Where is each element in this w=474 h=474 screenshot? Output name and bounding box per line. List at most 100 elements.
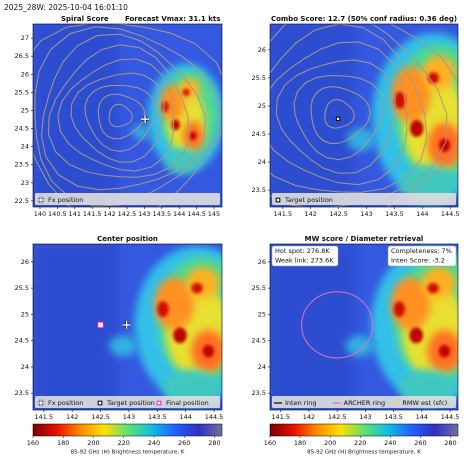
figure-header: 2025_28W: 2025-10-04 16:01:10 xyxy=(4,3,128,12)
y-tick-label: 26 xyxy=(258,258,266,266)
imagery xyxy=(270,244,458,410)
score-contour xyxy=(270,24,428,193)
x-tick-label: 143.5 xyxy=(152,210,171,218)
colorbar-tick-label: 220 xyxy=(354,439,366,447)
plot-frame xyxy=(32,243,223,411)
annotation-text: Inten Score: -3.2 xyxy=(391,257,445,265)
annotation-text: Completeness: 7% xyxy=(391,247,452,255)
score-contour xyxy=(293,75,385,161)
x-tick-label: 143 xyxy=(123,413,135,421)
x-tick-label: 142.5 xyxy=(328,413,347,421)
cloud-blob xyxy=(179,77,201,100)
x-tick-label: 140 xyxy=(34,210,46,218)
legend-label: Fx position xyxy=(48,196,83,204)
y-tick-label: 24.5 xyxy=(252,337,266,345)
y-tick-label: 25.5 xyxy=(15,88,29,96)
x-tick-label: 142 xyxy=(103,210,115,218)
colorbar-tick-label: 240 xyxy=(148,439,160,447)
annotation-text: Hot spot: 276.8K xyxy=(275,247,330,255)
colorbar-tick-label: 160 xyxy=(27,439,39,447)
cloud-blob xyxy=(157,301,169,318)
x-tick-label: 142 xyxy=(66,413,78,421)
x-tick-label: 141.5 xyxy=(34,413,53,421)
legend-symbol xyxy=(97,400,103,406)
y-tick-label: 23.5 xyxy=(252,389,266,397)
y-tick-label: 25.5 xyxy=(252,74,266,82)
cloud-blob xyxy=(394,91,406,109)
x-tick-label: 141.5 xyxy=(83,210,102,218)
cloud-blob xyxy=(410,119,424,137)
annotation-box xyxy=(387,245,457,267)
cloud-blob xyxy=(409,327,423,344)
x-tick-label: 144 xyxy=(416,210,428,218)
legend-box xyxy=(35,193,220,205)
legend-label: Inten ring xyxy=(285,399,317,407)
colorbar xyxy=(32,423,223,437)
x-tick-label: 145 xyxy=(208,210,220,218)
legend-symbol xyxy=(275,197,281,203)
cloud-blob xyxy=(421,267,456,299)
y-tick-label: 26.5 xyxy=(15,52,29,60)
x-tick-label: 143.5 xyxy=(384,413,403,421)
x-tick-label: 143 xyxy=(138,210,150,218)
y-tick-label: 24 xyxy=(21,363,29,371)
legend-box xyxy=(35,396,220,408)
square-marker xyxy=(97,321,104,329)
colorbar-label: 85-92 GHz (H) Brightness temperature, K xyxy=(307,450,421,456)
cloud-blob xyxy=(182,88,190,96)
cloud-blob xyxy=(427,72,440,84)
legend-symbol xyxy=(37,196,45,204)
imagery-bg-tone xyxy=(33,24,119,207)
panel-title: Spiral Score xyxy=(61,15,109,23)
annotation-text: Weak link: 273.6K xyxy=(275,257,334,265)
panel-title: MW score / Diameter retrieval xyxy=(305,235,424,243)
score-contour xyxy=(34,26,221,207)
plot-frame xyxy=(32,23,223,208)
cloud-blob xyxy=(422,55,456,90)
ring xyxy=(301,291,374,359)
annotation-box xyxy=(271,245,339,267)
y-tick-label: 25 xyxy=(21,106,29,114)
plot-frame xyxy=(269,23,459,208)
score-contour xyxy=(310,86,371,145)
colorbar-tick-label: 200 xyxy=(87,439,99,447)
colorbar xyxy=(269,423,459,437)
y-tick-label: 22.5 xyxy=(15,197,29,205)
cloud-blob xyxy=(202,344,215,358)
legend-box xyxy=(272,396,456,408)
x-tick-label: 140.5 xyxy=(48,210,67,218)
x-tick-label: 143.5 xyxy=(148,413,167,421)
x-tick-label: 143.5 xyxy=(385,210,404,218)
legend-label: Fx position xyxy=(48,399,83,407)
x-tick-label: 141 xyxy=(69,210,81,218)
cloud-blob xyxy=(185,267,220,299)
colorbar-tick-label: 280 xyxy=(208,439,220,447)
imagery xyxy=(33,24,222,207)
score-contour xyxy=(324,99,355,129)
y-tick-label: 26 xyxy=(258,46,266,54)
imagery-bg-tone xyxy=(33,244,119,410)
colorbar-tick-label: 240 xyxy=(384,439,396,447)
score-contour xyxy=(108,103,133,128)
score-contour xyxy=(275,59,396,174)
cloud-blob xyxy=(165,148,201,174)
score-contour xyxy=(47,44,191,178)
colorbar-tick-label: 280 xyxy=(444,439,456,447)
legend-box xyxy=(272,193,456,205)
x-tick-label: 144 xyxy=(416,413,428,421)
colorbar-tick-label: 180 xyxy=(294,439,306,447)
y-tick-label: 26 xyxy=(21,258,29,266)
y-tick-label: 23 xyxy=(21,179,29,187)
score-contour xyxy=(70,72,165,163)
colorbar-tick-label: 260 xyxy=(178,439,190,447)
legend-symbol xyxy=(37,399,45,407)
colorbar-tick-label: 220 xyxy=(118,439,130,447)
score-contour xyxy=(84,85,157,153)
y-tick-label: 25.5 xyxy=(15,284,29,292)
square-marker xyxy=(335,116,341,122)
plus-marker xyxy=(141,115,150,124)
panel-title: Center position xyxy=(97,235,158,243)
x-tick-label: 142.5 xyxy=(118,210,137,218)
x-tick-label: 142 xyxy=(305,210,317,218)
